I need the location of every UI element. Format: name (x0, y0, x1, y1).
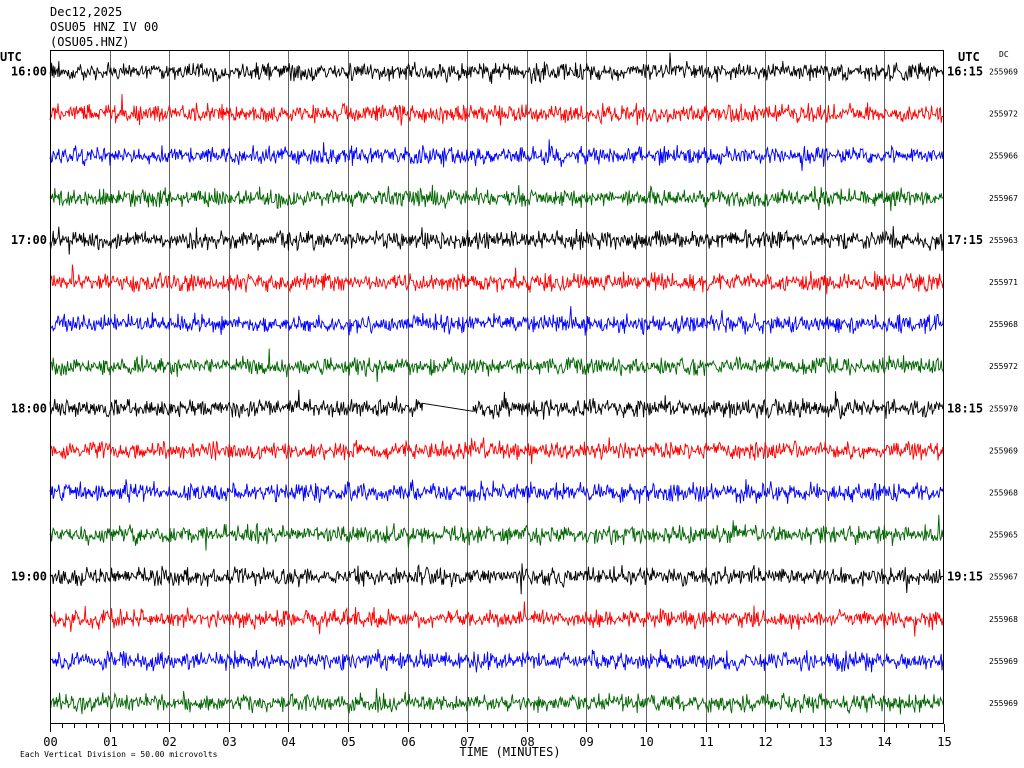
plot-frame (50, 50, 944, 724)
right-utc-label: UTC (958, 50, 980, 64)
dc-offset-label: 255968 (989, 615, 1018, 624)
trace-row-12 (49, 563, 944, 595)
x-tick-label: 05 (341, 735, 355, 749)
trace-row-13 (49, 601, 945, 637)
trace-row-7 (50, 348, 945, 383)
right-time-label: 17:15 (947, 233, 983, 247)
trace-row-3 (49, 184, 944, 212)
left-utc-label: UTC (0, 50, 22, 64)
scale-note: Each Vertical Division = 50.00 microvolt… (20, 750, 218, 759)
x-tick-label: 03 (222, 735, 236, 749)
x-tick-label: 06 (401, 735, 415, 749)
right-time-label: 19:15 (947, 570, 983, 584)
left-time-label: 18:00 (11, 401, 47, 415)
trace-row-5 (49, 264, 945, 295)
x-tick-label: 01 (103, 735, 117, 749)
left-time-label: 19:00 (11, 570, 47, 584)
x-axis-title: TIME (MINUTES) (459, 745, 560, 759)
x-tick-label: 11 (699, 735, 713, 749)
dc-offset-label: 255969 (989, 446, 1018, 455)
dc-offset-label: 255968 (989, 320, 1018, 329)
trace-row-9 (49, 437, 945, 465)
x-tick-label: 00 (43, 735, 57, 749)
trace-row-0 (49, 52, 945, 84)
trace-row-1 (49, 93, 944, 126)
right-time-label: 18:15 (947, 401, 983, 415)
right-time-label: 16:15 (947, 65, 983, 79)
x-tick-label: 14 (877, 735, 891, 749)
date-label: Dec12,2025 (50, 5, 122, 19)
x-axis: 00 01 02 03 04 05 06 07 08 09 10 11 12 13 14 15 (43, 724, 952, 749)
dc-offset-label: 255969 (989, 68, 1018, 77)
x-tick-label: 08 (520, 735, 534, 749)
dc-offset-label: 255969 (989, 699, 1018, 708)
dc-column-label: DC (999, 50, 1009, 59)
seismic-traces (49, 52, 945, 715)
x-tick-label: 04 (281, 735, 295, 749)
channel-code-label: (OSU05.HNZ) (50, 35, 129, 49)
trace-row-15 (49, 688, 945, 715)
left-time-label: 17:00 (11, 233, 47, 247)
dc-offset-label: 255969 (989, 657, 1018, 666)
dc-offset-label: 255970 (989, 404, 1018, 413)
x-tick-label: 07 (460, 735, 474, 749)
row-labels: 16:00 16:15 255969 255972 255966 255967 17:00 1… (11, 65, 1018, 709)
x-tick-label: 09 (579, 735, 593, 749)
trace-row-8 (49, 389, 944, 420)
dc-offset-label: 255966 (989, 152, 1018, 161)
x-tick-label: 15 (937, 735, 951, 749)
trace-row-10 (49, 479, 945, 504)
trace-row-4 (49, 226, 945, 255)
trace-row-11 (49, 514, 945, 551)
x-tick-label: 12 (758, 735, 772, 749)
x-tick-label: 10 (639, 735, 653, 749)
trace-row-14 (49, 649, 944, 673)
dc-offset-label: 255968 (989, 489, 1018, 498)
dc-offset-label: 255965 (989, 531, 1018, 540)
dc-offset-label: 255971 (989, 278, 1018, 287)
dc-offset-label: 255972 (989, 110, 1018, 119)
x-tick-label: 02 (162, 735, 176, 749)
x-tick-label: 13 (818, 735, 832, 749)
dc-offset-label: 255967 (989, 573, 1018, 582)
dc-offset-label: 255967 (989, 194, 1018, 203)
dc-offset-label: 255963 (989, 236, 1018, 245)
left-time-label: 16:00 (11, 65, 47, 79)
dc-offset-label: 255972 (989, 362, 1018, 371)
trace-row-6 (49, 306, 945, 336)
station-label: OSU05 HNZ IV 00 (50, 20, 158, 34)
trace-row-2 (49, 139, 945, 171)
